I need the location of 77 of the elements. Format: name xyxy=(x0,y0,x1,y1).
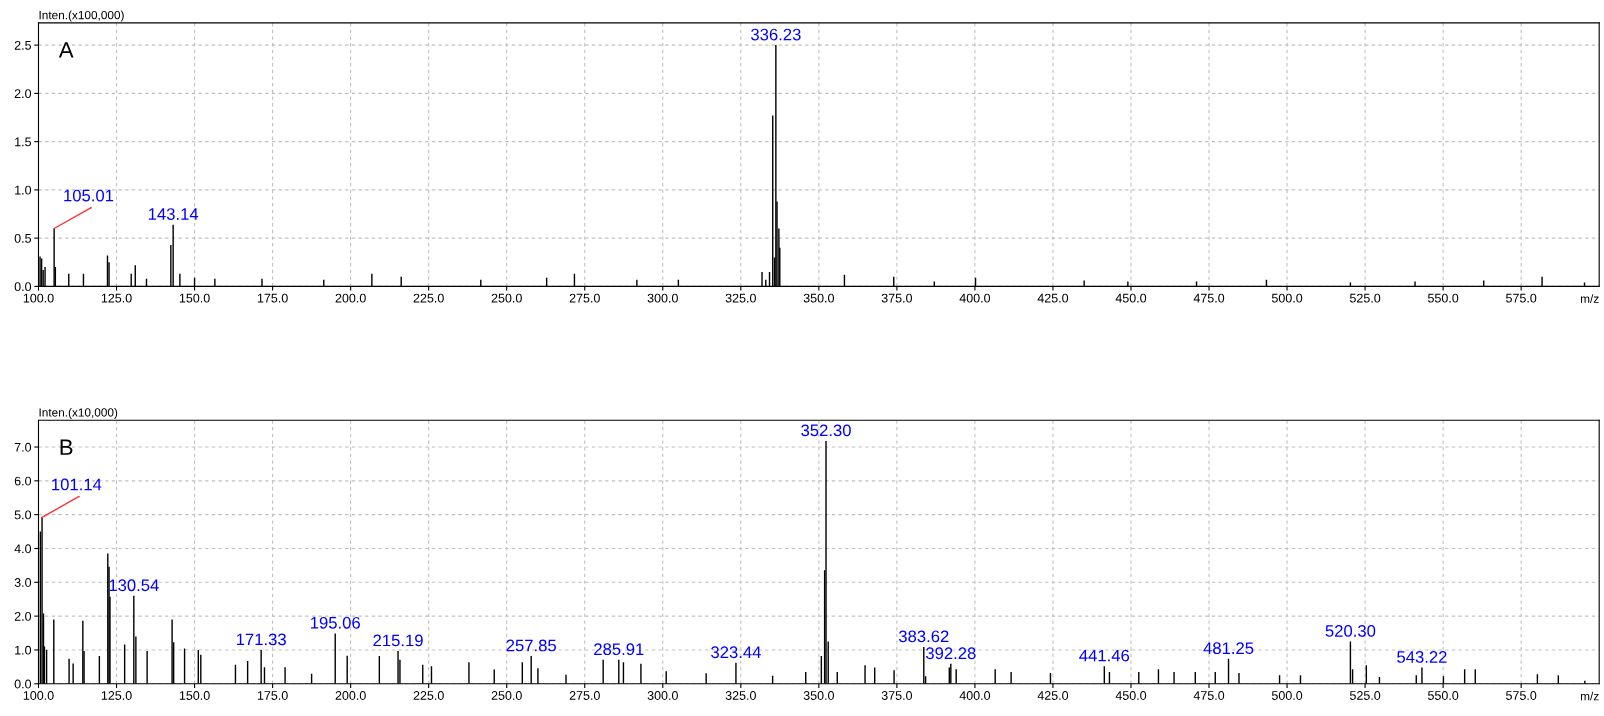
y-axis-title: Inten.(x100,000) xyxy=(39,10,124,22)
y-tick-label: 2.5 xyxy=(14,40,32,50)
x-tick-label: 125.0 xyxy=(101,691,132,700)
annotation: 215.19 xyxy=(373,634,423,647)
y-tick-label: 1.0 xyxy=(15,185,32,195)
x-tick-label: 200.0 xyxy=(335,691,366,700)
x-tick-label: 100.0 xyxy=(23,691,54,700)
x-tick-label: 425.0 xyxy=(1037,691,1069,700)
x-tick-label: 425.0 xyxy=(1037,293,1069,303)
annotation: 352.30 xyxy=(801,424,851,437)
x-tick-label: 475.0 xyxy=(1193,293,1225,303)
annotation: 543.22 xyxy=(1397,651,1447,663)
x-tick-label: 350.0 xyxy=(803,691,834,700)
x-tick-label: 400.0 xyxy=(959,691,991,700)
annotation: 101.14 xyxy=(52,478,102,491)
y-tick-label: 1.0 xyxy=(15,645,32,655)
y-tick-label: 3.0 xyxy=(14,578,32,587)
annotation: 105.01 xyxy=(64,189,114,202)
annotation: 383.62 xyxy=(898,630,949,643)
x-tick-label: 400.0 xyxy=(959,293,991,303)
x-tick-label: 550.0 xyxy=(1427,691,1459,700)
y-tick-label: 0.0 xyxy=(14,679,32,689)
x-tick-label: 525.0 xyxy=(1349,691,1381,700)
y-tick-label: 0.0 xyxy=(14,282,32,292)
annotation: 171.33 xyxy=(236,633,286,646)
x-tick-label: 375.0 xyxy=(881,691,913,700)
x-tick-label: 575.0 xyxy=(1506,293,1537,303)
x-tick-label: 200.0 xyxy=(335,293,366,303)
x-tick-label: 225.0 xyxy=(413,293,444,303)
x-tick-label: 475.0 xyxy=(1193,691,1225,700)
x-tick-label: 125.0 xyxy=(101,293,132,303)
x-tick-label: 525.0 xyxy=(1349,293,1381,303)
x-tick-label: 275.0 xyxy=(569,293,600,303)
x-tick-label: 100.0 xyxy=(23,293,54,303)
text: B xyxy=(60,439,73,455)
x-tick-label: 500.0 xyxy=(1271,691,1303,700)
y-tick-label: 6.0 xyxy=(14,476,32,486)
x-tick-label: 575.0 xyxy=(1506,691,1537,700)
x-tick-label: 325.0 xyxy=(725,691,756,700)
x-tick-label: 325.0 xyxy=(725,293,756,303)
x-axis-title: m/z xyxy=(1580,691,1599,701)
x-tick-label: 175.0 xyxy=(257,691,288,700)
x-axis-title: m/z xyxy=(1580,294,1599,303)
y-tick-label: 1.5 xyxy=(15,137,32,147)
y-tick-label: 5.0 xyxy=(14,510,32,520)
y-axis-title: Inten.(x10,000) xyxy=(39,407,118,419)
annotation: 481.25 xyxy=(1203,642,1254,655)
x-tick-label: 250.0 xyxy=(491,691,522,700)
y-tick-label: 7.0 xyxy=(14,442,32,452)
x-tick-label: 175.0 xyxy=(257,293,288,303)
annotation: 392.28 xyxy=(925,647,976,660)
annotation: 441.46 xyxy=(1079,649,1130,662)
text: A xyxy=(58,42,74,58)
x-tick-label: 450.0 xyxy=(1115,691,1147,700)
y-tick-label: 2.0 xyxy=(14,89,32,99)
x-tick-label: 250.0 xyxy=(491,293,522,303)
annotation: 257.85 xyxy=(506,639,556,652)
annotation: 323.44 xyxy=(711,646,761,659)
y-tick-label: 2.0 xyxy=(14,611,32,621)
x-tick-label: 350.0 xyxy=(803,293,834,303)
y-tick-label: 0.5 xyxy=(14,233,32,243)
y-tick-label: 4.0 xyxy=(14,544,32,554)
x-tick-label: 550.0 xyxy=(1427,293,1459,303)
annotation: 195.06 xyxy=(311,616,360,629)
x-tick-label: 500.0 xyxy=(1271,293,1303,303)
x-tick-label: 150.0 xyxy=(179,691,210,700)
x-tick-label: 275.0 xyxy=(569,691,600,700)
annotation: 285.91 xyxy=(594,643,644,656)
x-tick-label: 450.0 xyxy=(1115,293,1147,303)
annotation: 336.23 xyxy=(751,28,801,41)
annotation: 520.30 xyxy=(1325,625,1376,637)
annotation: 143.14 xyxy=(148,208,199,220)
x-tick-label: 300.0 xyxy=(647,293,678,303)
x-tick-label: 225.0 xyxy=(413,691,444,700)
x-tick-label: 150.0 xyxy=(179,293,210,303)
x-tick-label: 300.0 xyxy=(647,691,678,700)
x-tick-label: 375.0 xyxy=(881,293,913,303)
